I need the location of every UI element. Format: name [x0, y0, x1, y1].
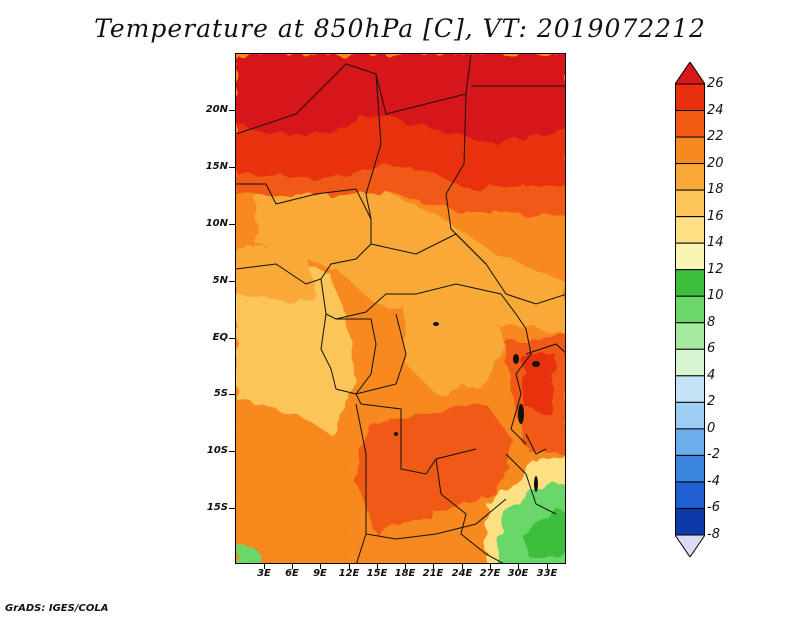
lat-tick — [229, 224, 235, 225]
colorbar-swatch — [675, 322, 705, 350]
colorbar-level-label: 26 — [707, 76, 724, 91]
lakes — [394, 322, 540, 492]
lon-label-12e: 12E — [338, 568, 360, 579]
temp-band-22-south — [356, 404, 516, 534]
lat-tick — [229, 281, 235, 282]
colorbar-level-label: 0 — [707, 420, 716, 436]
lat-tick — [229, 110, 235, 111]
lon-tick — [377, 564, 378, 569]
map-panel — [235, 53, 566, 564]
colorbar-swatch — [675, 481, 705, 509]
lat-label-5n: 5N — [212, 275, 228, 286]
colorbar-level-label: 10 — [707, 288, 724, 304]
colorbar-swatch — [675, 189, 705, 218]
colorbar-swatch — [675, 295, 705, 324]
colorbar-swatch — [675, 242, 705, 271]
colorbar-level-label: 6 — [707, 341, 716, 357]
colorbar-swatch — [675, 454, 705, 483]
lon-tick — [547, 564, 548, 569]
lat-tick — [229, 167, 235, 168]
lat-tick — [229, 508, 235, 509]
colorbar-under-triangle — [675, 534, 705, 557]
lon-label-30e: 30E — [507, 568, 529, 579]
temp-band-18-west — [236, 244, 316, 304]
colorbar-swatch — [675, 163, 705, 191]
colorbar-level-label: -8 — [707, 527, 720, 542]
colorbar-swatch — [675, 216, 705, 244]
temperature-field — [236, 54, 565, 563]
colorbar-level-label: 18 — [707, 182, 724, 198]
lon-tick — [405, 564, 406, 569]
lat-label-20n: 20N — [205, 104, 228, 115]
grads-credit: GrADS: IGES/COLA — [5, 603, 109, 614]
colorbar-swatch — [675, 269, 705, 297]
colorbar-swatch — [675, 348, 705, 377]
colorbar-level-label: -2 — [707, 447, 720, 463]
map-title: Temperature at 850hPa [C], VT: 201907221… — [94, 14, 706, 43]
colorbar-level-label: 4 — [707, 367, 716, 383]
colorbar-level-label: 24 — [707, 102, 724, 118]
temp-band-20-sw — [236, 404, 356, 563]
colorbar-level-label: 16 — [707, 208, 724, 224]
temp-band-18-central — [256, 184, 565, 334]
lon-label-21e: 21E — [422, 568, 444, 579]
colorbar-level-label: -6 — [707, 500, 720, 516]
temp-band-24-east — [521, 354, 556, 414]
colorbar-level-label: 20 — [707, 155, 724, 171]
lon-tick — [264, 564, 265, 569]
lat-label-5s: 5S — [213, 388, 228, 399]
colorbar-swatch — [675, 83, 705, 112]
lat-label-15n: 15N — [205, 161, 228, 172]
lon-label-15e: 15E — [366, 568, 388, 579]
lon-tick — [462, 564, 463, 569]
lat-label-eq: EQ — [212, 332, 228, 343]
temp-band-10-sw — [236, 544, 261, 563]
lat-label-10s: 10S — [206, 445, 228, 456]
lat-label-15s: 15S — [206, 502, 228, 513]
lon-tick — [292, 564, 293, 569]
temp-band-18-congo — [406, 294, 506, 394]
colorbar-swatch — [675, 110, 705, 138]
colorbar-level-label: 8 — [707, 314, 716, 330]
lon-label-6e: 6E — [285, 568, 299, 579]
lat-tick — [229, 338, 235, 339]
colorbar-level-label: 14 — [707, 235, 724, 251]
colorbar — [675, 62, 705, 557]
lat-tick — [229, 451, 235, 452]
lon-label-9e: 9E — [313, 568, 327, 579]
colorbar-swatch — [675, 401, 705, 430]
lat-label-10n: 10N — [205, 218, 228, 229]
lon-tick — [433, 564, 434, 569]
lon-tick — [320, 564, 321, 569]
colorbar-level-label: 12 — [707, 261, 724, 277]
temp-band-26 — [236, 54, 565, 144]
lon-label-24e: 24E — [451, 568, 473, 579]
temp-band-22-north — [236, 164, 565, 214]
lon-label-27e: 27E — [479, 568, 501, 579]
colorbar-swatch — [675, 375, 705, 403]
colorbar-level-label: 22 — [707, 129, 724, 145]
colorbar-level-label: -4 — [707, 473, 720, 489]
lon-label-3e: 3E — [257, 568, 271, 579]
colorbar-swatch — [675, 507, 705, 536]
lat-tick — [229, 394, 235, 395]
lon-label-18e: 18E — [394, 568, 416, 579]
lon-tick — [349, 564, 350, 569]
colorbar-swatch — [675, 136, 705, 165]
lon-tick — [518, 564, 519, 569]
colorbar-over-triangle — [675, 62, 705, 85]
colorbar-swatch — [675, 428, 705, 456]
temp-band-16-west — [236, 264, 356, 434]
colorbar-level-label: 2 — [707, 394, 716, 410]
lon-label-33e: 33E — [536, 568, 558, 579]
temp-band-12-se — [521, 509, 565, 559]
country-borders — [236, 54, 565, 563]
lon-tick — [490, 564, 491, 569]
